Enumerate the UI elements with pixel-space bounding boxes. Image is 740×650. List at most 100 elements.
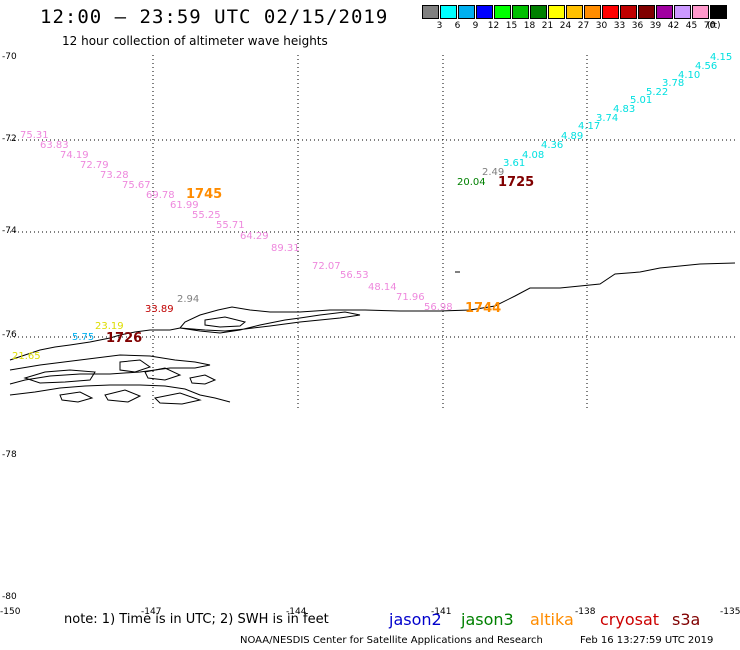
longitude-label: -141 (431, 607, 452, 617)
wave-height-label: 71.96 (396, 292, 425, 303)
wave-height-label: 5.01 (630, 95, 653, 106)
latitude-label: -80 (2, 592, 17, 602)
wave-height-label: 5.75 (72, 332, 95, 343)
legend-swatch (584, 5, 601, 19)
wave-height-label: 72.07 (312, 261, 341, 272)
wave-height-label: 2.94 (177, 294, 200, 305)
coastline-path (9, 354, 211, 385)
legend-swatch (458, 5, 475, 19)
pass-time-label: 1725 (498, 175, 535, 190)
latitude-label: -76 (2, 330, 17, 340)
wave-height-label: 23.19 (95, 321, 124, 332)
wave-height-label: 3.74 (596, 113, 619, 124)
satellite-jason3-label: jason3 (461, 610, 514, 629)
coastline (9, 262, 736, 405)
latitude-label: -78 (2, 450, 17, 460)
legend-value: 27 (577, 21, 590, 31)
longitude-label: -135 (720, 607, 740, 617)
wave-height-label: 61.99 (170, 200, 199, 211)
legend-value: 42 (667, 21, 680, 31)
legend-swatch (656, 5, 673, 19)
map-title: 12:00 – 23:59 UTC 02/15/2019 (40, 6, 389, 28)
legend-swatch (602, 5, 619, 19)
wave-height-label: 74.19 (60, 150, 89, 161)
wave-height-label: 2.49 (482, 167, 505, 178)
wave-height-label: 55.71 (216, 220, 245, 231)
satellite-altika-label: altika (530, 610, 574, 629)
wave-height-label: 63.83 (40, 140, 69, 151)
latitude-label: -70 (2, 52, 17, 62)
coastline-path (59, 391, 94, 403)
legend-value: 21 (541, 21, 554, 31)
wave-height-label: 64.29 (240, 231, 269, 242)
wave-height-label: 55.25 (192, 210, 221, 221)
legend-value: 18 (523, 21, 536, 31)
footnote: note: 1) Time is in UTC; 2) SWH is in fe… (64, 612, 329, 627)
wave-height-label: 75.67 (122, 180, 151, 191)
legend-swatch (530, 5, 547, 19)
satellite-cryosat-label: cryosat (600, 610, 660, 629)
wave-height-label: 4.15 (710, 52, 733, 63)
coastline-path (119, 359, 152, 373)
legend-swatch (440, 5, 457, 19)
longitude-label: -138 (575, 607, 596, 617)
coastline-path (104, 389, 142, 403)
wave-height-label: 21.65 (12, 351, 41, 362)
coastline-path (204, 316, 247, 328)
satellite-jason2-label: jason2 (389, 610, 442, 629)
legend-swatch (476, 5, 493, 19)
map-subtitle: 12 hour collection of altimeter wave hei… (62, 34, 328, 48)
legend-swatch (494, 5, 511, 19)
coastline-path (179, 311, 361, 334)
legend-value: 24 (559, 21, 572, 31)
coastline-path (144, 367, 182, 381)
coastline-path (23, 369, 96, 384)
credit-line: NOAA/NESDIS Center for Satellite Applica… (240, 635, 543, 646)
graticule (10, 55, 735, 408)
legend-value: 36 (631, 21, 644, 31)
legend-value: 39 (649, 21, 662, 31)
satellite-s3a-label: s3a (672, 610, 701, 629)
wave-height-label: 33.89 (145, 304, 174, 315)
coastline-path (9, 262, 736, 361)
generated-timestamp: Feb 16 13:27:59 UTC 2019 (580, 635, 714, 646)
wave-height-label: 48.14 (368, 282, 397, 293)
wave-height-label: 56.98 (424, 302, 453, 313)
wave-height-label: 75.31 (20, 130, 49, 141)
legend-swatch (548, 5, 565, 19)
wave-height-label: 89.31 (271, 243, 300, 254)
legend-swatch (710, 5, 727, 19)
wave-height-label: 4.56 (695, 61, 718, 72)
legend-swatch (620, 5, 637, 19)
wave-height-label: 20.04 (457, 177, 486, 188)
wave-height-label: 4.10 (678, 70, 701, 81)
legend-value: 30 (595, 21, 608, 31)
wave-height-label: 56.53 (340, 270, 369, 281)
legend-swatch (422, 5, 439, 19)
wave-height-label: 72.79 (80, 160, 109, 171)
pass-time-label: 1744 (465, 301, 502, 316)
legend-swatch (692, 5, 709, 19)
legend-value: 33 (613, 21, 626, 31)
wave-height-label: 73.28 (100, 170, 129, 181)
legend-value: 3 (436, 21, 443, 31)
legend-value: 12 (487, 21, 500, 31)
legend-value: 70 (703, 21, 716, 31)
wave-height-label: 3.61 (503, 158, 526, 169)
coastline-path (189, 374, 217, 385)
coastline-path (153, 392, 202, 405)
legend-swatch (566, 5, 583, 19)
longitude-label: -147 (141, 607, 162, 617)
pass-time-label: 1726 (106, 331, 143, 346)
longitude-label: -150 (0, 607, 21, 617)
wave-height-label: 4.89 (561, 131, 584, 142)
latitude-label: -72 (2, 134, 17, 144)
legend-unit: (ft) (707, 21, 721, 31)
wave-height-label: 4.17 (578, 121, 601, 132)
legend-value: 45 (685, 21, 698, 31)
wave-height-label: 5.22 (646, 87, 669, 98)
legend-swatch (674, 5, 691, 19)
legend-swatch (638, 5, 655, 19)
